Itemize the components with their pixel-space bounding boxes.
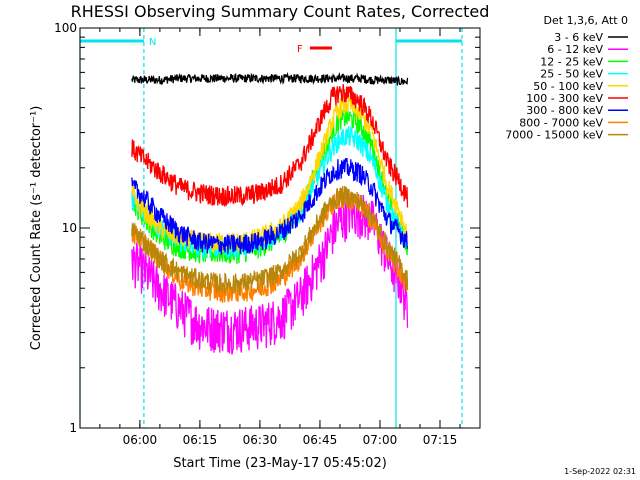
axes: 06:00 06:15 06:30 06:45 07:00 07:15 1 10 100 xyxy=(54,21,481,447)
legend-label-4: 50 - 100 keV xyxy=(533,80,603,93)
night-label: N xyxy=(149,37,156,48)
y-tick-label-1: 10 xyxy=(62,221,77,235)
chart-title: RHESSI Observing Summary Count Rates, Co… xyxy=(71,2,490,21)
series-4 xyxy=(131,93,409,254)
series-0 xyxy=(131,71,409,86)
flare-label: F xyxy=(297,44,303,55)
legend-label-0: 3 - 6 keV xyxy=(554,31,603,44)
series-8 xyxy=(131,185,409,296)
legend-label-8: 7000 - 15000 keV xyxy=(505,129,603,142)
x-tick-label-0: 06:00 xyxy=(123,433,158,447)
series-8-line xyxy=(131,185,409,296)
legend-label-7: 800 - 7000 keV xyxy=(519,116,603,129)
timestamp-label: 1-Sep-2022 02:31 xyxy=(564,467,636,476)
series-0-line xyxy=(131,71,409,86)
y-tick-label-0: 1 xyxy=(69,421,77,435)
series-4-line xyxy=(131,93,409,254)
legend-label-3: 25 - 50 keV xyxy=(540,68,603,81)
x-tick-label-4: 07:00 xyxy=(363,433,398,447)
y-axis-label: Corrected Count Rate (s⁻¹ detector⁻¹) xyxy=(29,106,44,351)
series-5-line xyxy=(131,84,409,208)
series-5 xyxy=(131,84,409,208)
x-tick-label-3: 06:45 xyxy=(303,433,338,447)
x-tick-label-5: 07:15 xyxy=(423,433,458,447)
series-1-line xyxy=(131,194,409,355)
legend-label-6: 300 - 800 keV xyxy=(526,104,603,117)
legend-label-5: 100 - 300 keV xyxy=(526,92,603,105)
series-6 xyxy=(131,157,409,255)
series-1 xyxy=(131,194,409,355)
legend-label-2: 12 - 25 keV xyxy=(540,55,603,68)
legend-title: Det 1,3,6, Att 0 xyxy=(544,14,628,27)
series-layer xyxy=(131,71,409,355)
legend-label-1: 6 - 12 keV xyxy=(547,43,603,56)
series-6-line xyxy=(131,157,409,255)
y-tick-label-2: 100 xyxy=(54,21,77,35)
x-axis-label: Start Time (23-May-17 05:45:02) xyxy=(173,456,387,471)
x-tick-label-1: 06:15 xyxy=(183,433,218,447)
x-tick-label-2: 06:30 xyxy=(243,433,278,447)
